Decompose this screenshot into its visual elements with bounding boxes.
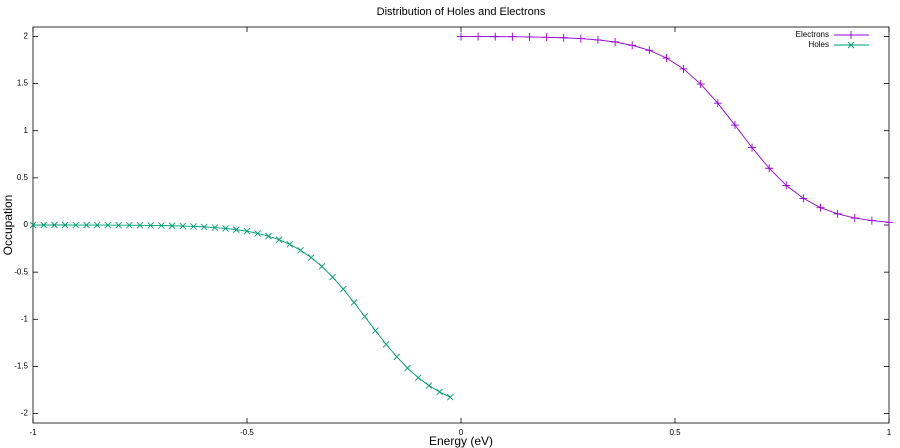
point-marker	[297, 246, 304, 254]
point-marker	[51, 221, 58, 229]
point-marker	[136, 221, 144, 229]
point-marker	[93, 221, 101, 229]
point-marker	[730, 121, 739, 130]
point-marker	[576, 34, 585, 43]
x-tick-label: 0.5	[669, 428, 681, 437]
series-line	[461, 36, 890, 223]
series-line	[33, 224, 451, 398]
y-tick-label: -1	[21, 314, 29, 323]
point-marker	[696, 80, 705, 89]
x-tick-label: 0	[459, 428, 464, 437]
point-marker	[765, 164, 774, 173]
point-marker	[318, 263, 326, 270]
y-tick-label: -0.5	[14, 267, 28, 276]
point-marker	[200, 223, 208, 231]
point-marker	[168, 222, 176, 230]
point-marker	[816, 203, 825, 212]
point-marker	[275, 236, 283, 244]
y-tick-label: -2	[21, 409, 29, 418]
point-marker	[232, 226, 240, 233]
point-marker	[662, 54, 671, 63]
point-marker	[350, 299, 358, 306]
point-marker	[190, 223, 197, 230]
point-marker	[508, 32, 517, 41]
point-marker	[29, 221, 37, 229]
point-marker	[679, 64, 688, 73]
point-marker	[425, 382, 433, 389]
point-marker	[593, 35, 602, 44]
y-tick-label: 2	[24, 32, 29, 41]
chart-title: Distribution of Holes and Electrons	[377, 6, 546, 18]
point-marker	[885, 218, 893, 227]
point-marker	[61, 221, 69, 229]
point-marker	[339, 285, 347, 293]
y-tick-label: -1.5	[14, 362, 28, 371]
point-marker	[867, 216, 876, 225]
point-marker	[72, 221, 80, 229]
point-marker	[372, 327, 379, 334]
point-marker	[847, 41, 855, 49]
point-marker	[457, 32, 465, 41]
legend-label: Holes	[809, 40, 829, 49]
x-tick-label: -1	[29, 428, 37, 437]
y-tick-label: 0	[24, 220, 29, 229]
y-axis-label: Occupation	[1, 195, 15, 256]
point-marker	[474, 32, 483, 41]
point-marker	[799, 194, 808, 203]
point-marker	[222, 225, 229, 232]
point-marker	[713, 99, 722, 108]
point-marker	[83, 221, 90, 229]
point-marker	[559, 33, 568, 42]
point-marker	[125, 221, 133, 229]
point-marker	[542, 33, 551, 42]
point-marker	[404, 364, 411, 372]
point-marker	[158, 222, 165, 229]
x-axis-label: Energy (eV)	[429, 434, 493, 448]
point-marker	[850, 214, 859, 223]
legend-label: Electrons	[796, 30, 829, 39]
x-tick-label: 1	[887, 428, 892, 437]
point-marker	[748, 143, 757, 152]
point-marker	[329, 273, 336, 281]
point-marker	[414, 374, 422, 381]
point-marker	[611, 37, 620, 46]
point-marker	[40, 221, 48, 229]
point-marker	[361, 313, 369, 320]
point-marker	[147, 222, 155, 229]
point-marker	[525, 32, 534, 41]
point-marker	[243, 227, 251, 235]
point-marker	[104, 221, 112, 229]
point-marker	[436, 388, 443, 396]
point-marker	[382, 340, 390, 348]
point-marker	[115, 221, 122, 229]
point-marker	[211, 224, 219, 231]
y-tick-label: 0.5	[17, 173, 29, 182]
point-marker	[782, 181, 791, 190]
point-marker	[446, 393, 454, 401]
point-marker	[847, 31, 855, 39]
point-marker	[179, 222, 187, 230]
x-tick-label: -0.5	[240, 428, 254, 437]
point-marker	[645, 46, 654, 55]
point-marker	[254, 230, 262, 237]
y-tick-label: 1.5	[17, 79, 29, 88]
point-marker	[286, 241, 294, 248]
point-marker	[491, 32, 500, 41]
point-marker	[628, 41, 637, 50]
y-tick-label: 1	[24, 126, 29, 135]
point-marker	[833, 209, 842, 218]
point-marker	[307, 254, 315, 261]
point-marker	[393, 353, 401, 361]
point-marker	[265, 232, 272, 240]
